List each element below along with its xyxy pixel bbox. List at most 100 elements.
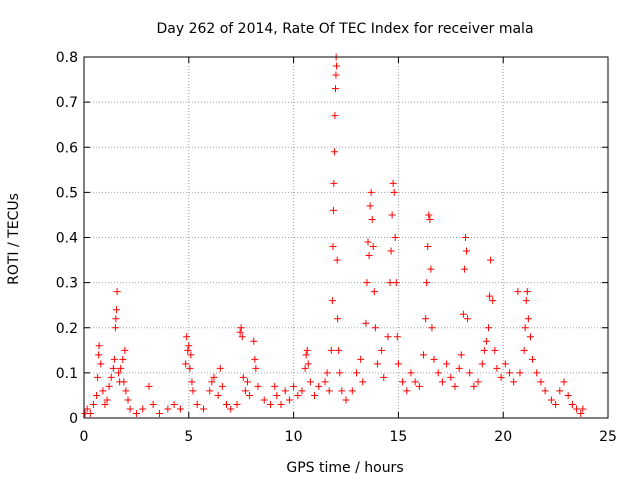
x-tick-label: 5 (184, 429, 193, 445)
data-point (541, 387, 549, 395)
data-point (533, 369, 541, 377)
data-point (117, 364, 125, 372)
data-point (390, 188, 398, 196)
data-point (93, 391, 101, 399)
data-point (277, 400, 285, 408)
data-point (186, 364, 194, 372)
data-point (239, 373, 247, 381)
data-point (121, 346, 129, 354)
data-point (109, 364, 117, 372)
data-point (243, 378, 251, 386)
data-point (522, 297, 530, 305)
x-tick-label: 10 (285, 429, 303, 445)
data-point (330, 148, 338, 156)
data-point (560, 378, 568, 386)
data-point (333, 256, 341, 264)
data-point (388, 211, 396, 219)
data-point (185, 342, 193, 350)
data-point (393, 333, 401, 341)
data-point (426, 215, 434, 223)
data-point (363, 279, 371, 287)
data-point (206, 387, 214, 395)
data-point (301, 364, 309, 372)
data-point (380, 373, 388, 381)
data-point (94, 373, 102, 381)
x-tick-label: 25 (599, 429, 617, 445)
data-point (302, 351, 310, 359)
data-point (188, 378, 196, 386)
data-point (145, 382, 153, 390)
data-point (254, 382, 262, 390)
data-point (323, 369, 331, 377)
y-axis-ticks: 0 0.1 0.2 0.3 0.4 0.5 0.6 0.7 0.8 (56, 50, 608, 427)
data-point (430, 355, 438, 363)
data-point (103, 396, 111, 404)
data-point (330, 179, 338, 187)
x-tick-label: 0 (80, 429, 89, 445)
data-point (107, 373, 115, 381)
data-point (119, 355, 127, 363)
y-tick-label: 0.3 (56, 276, 78, 292)
data-point (369, 243, 377, 251)
data-point (83, 405, 91, 413)
data-point (357, 355, 365, 363)
data-point (411, 378, 419, 386)
data-point (480, 346, 488, 354)
data-point (238, 333, 246, 341)
data-point (332, 85, 340, 93)
data-point (516, 369, 524, 377)
data-point (378, 346, 386, 354)
data-point (552, 400, 560, 408)
data-point (149, 400, 157, 408)
data-point (122, 387, 130, 395)
data-point (120, 378, 128, 386)
chart-title: Day 262 of 2014, Rate Of TEC Index for r… (156, 21, 533, 37)
data-point (110, 355, 118, 363)
data-point (521, 324, 529, 332)
data-point (271, 382, 279, 390)
data-point (367, 188, 375, 196)
data-point (184, 346, 192, 354)
data-point (113, 288, 121, 296)
data-point (362, 319, 370, 327)
data-point (335, 346, 343, 354)
data-point (547, 396, 555, 404)
data-point (250, 337, 258, 345)
data-point (227, 405, 235, 413)
data-point (306, 378, 314, 386)
data-point (124, 396, 132, 404)
data-point (487, 256, 495, 264)
data-point (290, 382, 298, 390)
data-point (529, 355, 537, 363)
data-point (491, 346, 499, 354)
data-point (252, 364, 260, 372)
data-point (304, 360, 312, 368)
data-point (422, 315, 430, 323)
data-point (352, 369, 360, 377)
data-point (415, 382, 423, 390)
data-point (132, 409, 140, 417)
data-point (526, 333, 534, 341)
data-point (568, 400, 576, 408)
data-point (332, 71, 340, 79)
data-point (155, 409, 163, 417)
data-point (478, 360, 486, 368)
data-point (218, 382, 226, 390)
data-point (359, 378, 367, 386)
data-point (523, 288, 531, 296)
data-point (95, 351, 103, 359)
y-tick-label: 0.5 (56, 185, 78, 201)
data-point (298, 387, 306, 395)
data-point (233, 400, 241, 408)
y-tick-label: 0 (69, 411, 78, 427)
data-point (403, 387, 411, 395)
data-point (424, 243, 432, 251)
data-point (199, 405, 207, 413)
y-tick-label: 0.2 (56, 321, 78, 337)
data-point (564, 391, 572, 399)
data-point (501, 360, 509, 368)
y-tick-label: 0.6 (56, 140, 78, 156)
data-point (387, 247, 395, 255)
data-point (328, 297, 336, 305)
data-point (420, 351, 428, 359)
